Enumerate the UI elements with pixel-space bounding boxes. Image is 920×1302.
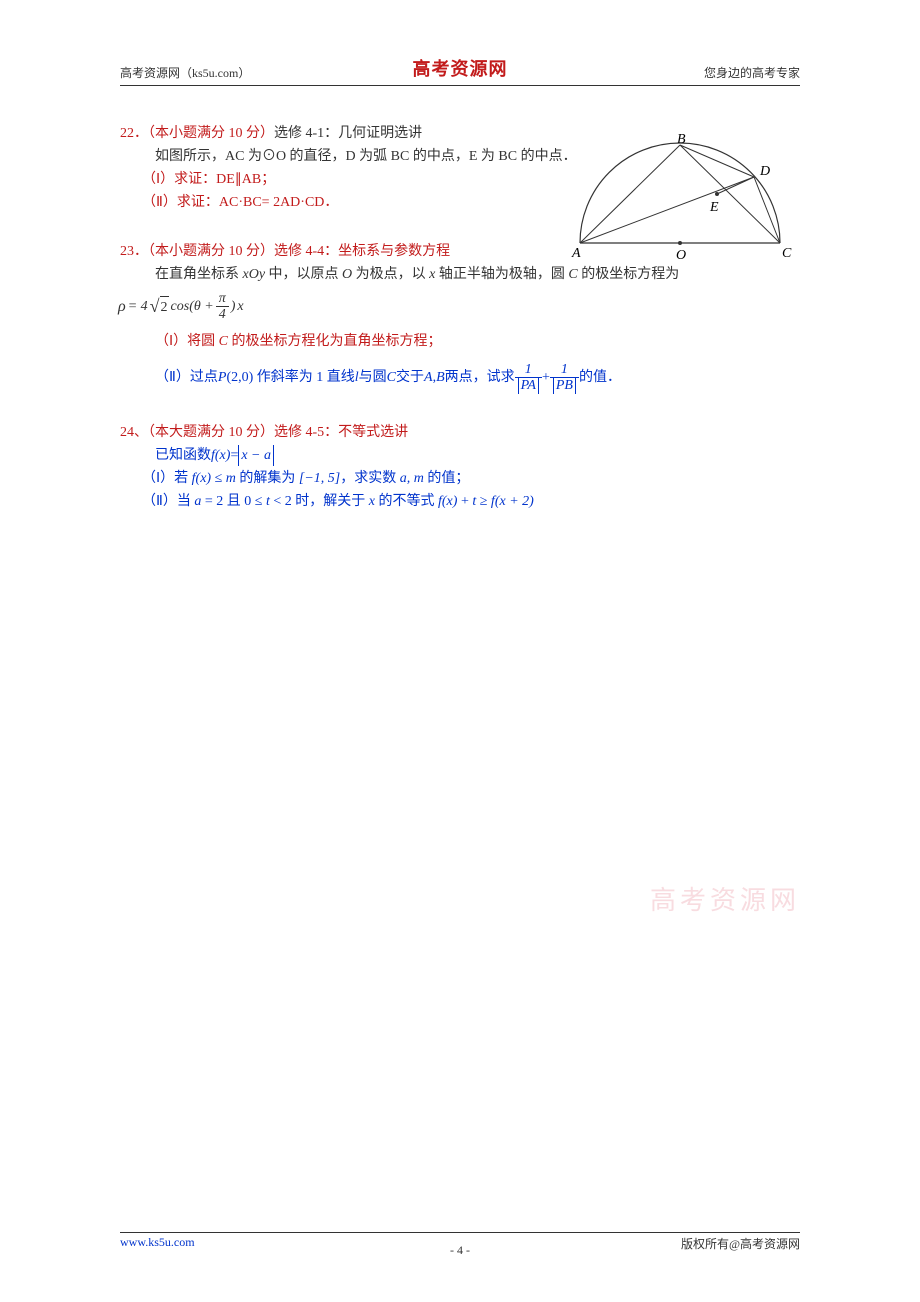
problem-22-points: （本小题满分 10 分） [148,126,274,141]
header-right-text: 您身边的高考专家 [704,64,800,81]
problem-22-number: 22． [120,126,148,141]
fraction-pi-4: π 4 [216,291,229,323]
problem-23-title: 23．（本小题满分 10 分）选修 4-4：坐标系与参数方程 [120,241,800,262]
problem-23-number: 23． [120,244,148,259]
footer-copyright: 版权所有@高考资源网 [681,1235,800,1252]
svg-text:B: B [677,133,686,147]
problem-24-line1: 已知函数 f (x) = x − a [120,445,800,466]
problem-22-topic: 选修 4-1：几何证明选讲 [274,126,422,141]
problem-24-number: 24、 [120,425,148,440]
page-header: 高考资源网（ks5u.com） 高考资源网 您身边的高考专家 [120,58,800,86]
problem-24: 24、（本大题满分 10 分）选修 4-5：不等式选讲 已知函数 f (x) =… [120,422,800,512]
header-left-text: 高考资源网（ks5u.com） [120,64,250,81]
svg-text:D: D [759,164,770,179]
problem-23-line1: 在直角坐标系 xOy 中，以原点 O 为极点，以 x 轴正半轴为极轴，圆 C 的… [120,264,800,285]
problem-24-title: 24、（本大题满分 10 分）选修 4-5：不等式选讲 [120,422,800,443]
fraction-1-pa: 1 PA [515,362,542,394]
page-footer: www.ks5u.com - 4 - 版权所有@高考资源网 [120,1232,800,1252]
problem-23-formula: ρ = 4 √2 cos(θ + π 4 ) x [118,291,800,323]
problem-22: 22．（本小题满分 10 分）选修 4-1：几何证明选讲 如图所示，AC 为⊙O… [120,123,800,213]
watermark-text: 高考资源网 [650,880,800,917]
footer-page-number: - 4 - [450,1243,470,1258]
problem-23-part1: （Ⅰ）将圆 C 的极坐标方程化为直角坐标方程； [120,331,800,352]
problem-24-part1: （Ⅰ）若 f(x) ≤ m 的解集为 [−1, 5]，求实数 a, m 的值； [120,468,800,489]
content-area: 22．（本小题满分 10 分）选修 4-1：几何证明选讲 如图所示，AC 为⊙O… [120,86,800,512]
page: 高考资源网（ks5u.com） 高考资源网 您身边的高考专家 22．（本小题满分… [0,0,920,1302]
problem-23: 23．（本小题满分 10 分）选修 4-4：坐标系与参数方程 在直角坐标系 xO… [120,241,800,394]
fraction-1-pb: 1 PB [550,362,579,394]
problem-24-part2: （Ⅱ）当 a = 2 且 0 ≤ t < 2 时，解关于 x 的不等式 f(x)… [120,491,800,512]
problem-24-title-text: （本大题满分 10 分）选修 4-5：不等式选讲 [148,425,408,440]
problem-23-part2: （Ⅱ）过点 P (2,0) 作斜率为 1 直线 l 与圆 C 交于 A,B 两点… [120,362,800,394]
svg-text:E: E [709,200,719,215]
header-center-logo: 高考资源网 [413,55,508,81]
footer-url: www.ks5u.com [120,1235,195,1250]
problem-23-title-text: （本小题满分 10 分）选修 4-4：坐标系与参数方程 [148,244,450,259]
sqrt-icon: √2 [150,293,169,320]
